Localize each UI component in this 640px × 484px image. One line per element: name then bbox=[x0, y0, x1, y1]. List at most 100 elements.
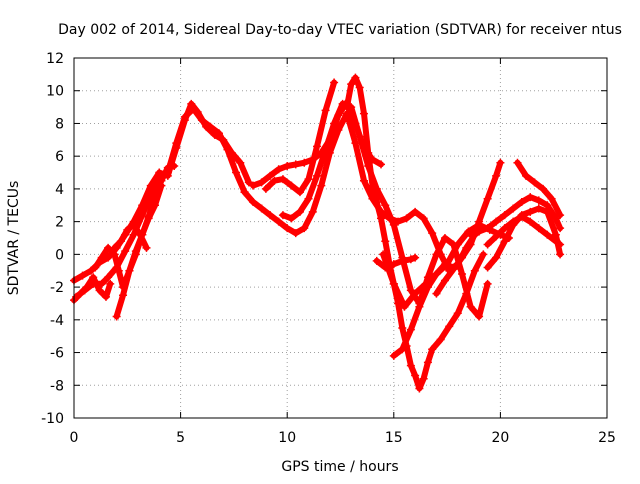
data-point-marker bbox=[121, 247, 130, 256]
data-point-marker bbox=[261, 184, 270, 193]
series-track-19 bbox=[513, 158, 565, 220]
data-point-marker bbox=[163, 163, 172, 172]
data-point-marker bbox=[513, 158, 522, 167]
data-point-marker bbox=[351, 73, 360, 82]
y-tick-label: 8 bbox=[55, 116, 64, 132]
data-point-marker bbox=[330, 119, 339, 128]
data-point-marker bbox=[432, 270, 441, 278]
x-tick-label: 25 bbox=[598, 430, 616, 446]
data-point-marker bbox=[521, 171, 530, 180]
data-point-marker bbox=[197, 116, 206, 125]
axis-ticks: 0 5 10 15 20 25 -10 -8 -6 -4 -2 0 2 4 6 8 10 12 bbox=[41, 51, 616, 446]
data-point-marker bbox=[131, 247, 140, 256]
y-tick-label: 6 bbox=[55, 149, 64, 165]
data-point-marker bbox=[449, 265, 458, 274]
series-track-16 bbox=[466, 193, 565, 239]
data-point-marker bbox=[432, 250, 441, 259]
data-point-marker bbox=[257, 204, 266, 213]
data-point-marker bbox=[313, 142, 322, 151]
data-point-marker bbox=[547, 194, 556, 203]
data-point-marker bbox=[116, 237, 125, 246]
plot-frame bbox=[73, 57, 608, 419]
data-point-marker bbox=[287, 181, 296, 190]
data-point-marker bbox=[492, 253, 501, 262]
x-tick-label: 5 bbox=[176, 430, 185, 446]
data-point-marker bbox=[423, 283, 432, 292]
data-point-marker bbox=[453, 309, 462, 318]
series-track-3 bbox=[72, 104, 249, 301]
data-point-marker bbox=[556, 211, 565, 220]
data-point-marker bbox=[87, 266, 96, 275]
data-point-marker bbox=[266, 171, 275, 180]
data-point-marker bbox=[440, 260, 449, 269]
data-point-marker bbox=[330, 78, 339, 87]
data-point-marker bbox=[419, 214, 428, 223]
data-point-marker bbox=[428, 229, 437, 238]
data-point-marker bbox=[359, 109, 368, 118]
data-point-marker bbox=[381, 201, 390, 210]
data-point-marker bbox=[295, 188, 304, 197]
data-point-marker bbox=[321, 106, 330, 115]
data-point-marker bbox=[526, 193, 535, 202]
data-point-marker bbox=[295, 207, 304, 216]
data-point-marker bbox=[283, 224, 292, 233]
data-point-marker bbox=[274, 165, 283, 174]
data-point-marker bbox=[101, 292, 110, 301]
series-track-5 bbox=[112, 181, 166, 321]
data-point-marker bbox=[406, 286, 415, 295]
data-point-marker bbox=[364, 148, 373, 157]
data-point-marker bbox=[232, 168, 241, 177]
data-point-marker bbox=[114, 266, 123, 275]
y-tick-label: -4 bbox=[50, 313, 64, 329]
data-point-marker bbox=[526, 217, 535, 226]
data-point-marker bbox=[355, 132, 364, 141]
data-point-marker bbox=[466, 302, 475, 311]
data-point-marker bbox=[125, 266, 134, 275]
series-track-14 bbox=[389, 260, 458, 360]
y-tick-label: -2 bbox=[50, 280, 64, 296]
data-point-marker bbox=[377, 214, 386, 223]
data-point-marker bbox=[372, 198, 381, 206]
data-point-marker bbox=[136, 230, 145, 239]
data-point-marker bbox=[138, 211, 147, 220]
data-point-marker bbox=[400, 302, 409, 311]
series-track-15 bbox=[432, 158, 505, 298]
data-point-marker bbox=[556, 224, 565, 233]
data-point-marker bbox=[406, 361, 415, 370]
data-point-marker bbox=[278, 175, 287, 184]
data-point-marker bbox=[180, 112, 189, 121]
data-series bbox=[70, 73, 565, 393]
data-point-marker bbox=[458, 253, 467, 262]
data-point-marker bbox=[244, 178, 253, 187]
data-point-marker bbox=[389, 351, 398, 360]
data-point-marker bbox=[402, 214, 411, 223]
data-point-marker bbox=[534, 224, 543, 233]
data-point-marker bbox=[291, 229, 300, 238]
data-point-marker bbox=[453, 240, 462, 249]
data-point-marker bbox=[274, 217, 283, 226]
data-point-marker bbox=[304, 175, 313, 184]
data-point-marker bbox=[381, 263, 390, 272]
data-point-marker bbox=[97, 279, 106, 288]
data-point-marker bbox=[317, 181, 326, 190]
data-point-marker bbox=[534, 196, 543, 205]
data-point-marker bbox=[249, 181, 258, 190]
data-point-marker bbox=[432, 289, 441, 298]
y-axis-label: SDTVAR / TECUs bbox=[6, 181, 22, 296]
data-point-marker bbox=[483, 194, 492, 203]
data-point-marker bbox=[479, 250, 488, 259]
data-point-marker bbox=[157, 181, 166, 190]
data-point-marker bbox=[534, 204, 543, 213]
data-point-marker bbox=[389, 220, 398, 229]
data-point-marker bbox=[483, 240, 492, 249]
data-point-marker bbox=[342, 103, 351, 112]
y-tick-label: -6 bbox=[50, 346, 64, 362]
data-point-marker bbox=[304, 194, 313, 203]
data-point-marker bbox=[104, 273, 113, 282]
data-point-marker bbox=[440, 276, 449, 285]
data-point-marker bbox=[483, 224, 492, 233]
series-trace bbox=[484, 205, 564, 271]
data-point-marker bbox=[355, 83, 364, 92]
data-point-marker bbox=[223, 145, 232, 154]
data-point-marker bbox=[470, 266, 479, 275]
